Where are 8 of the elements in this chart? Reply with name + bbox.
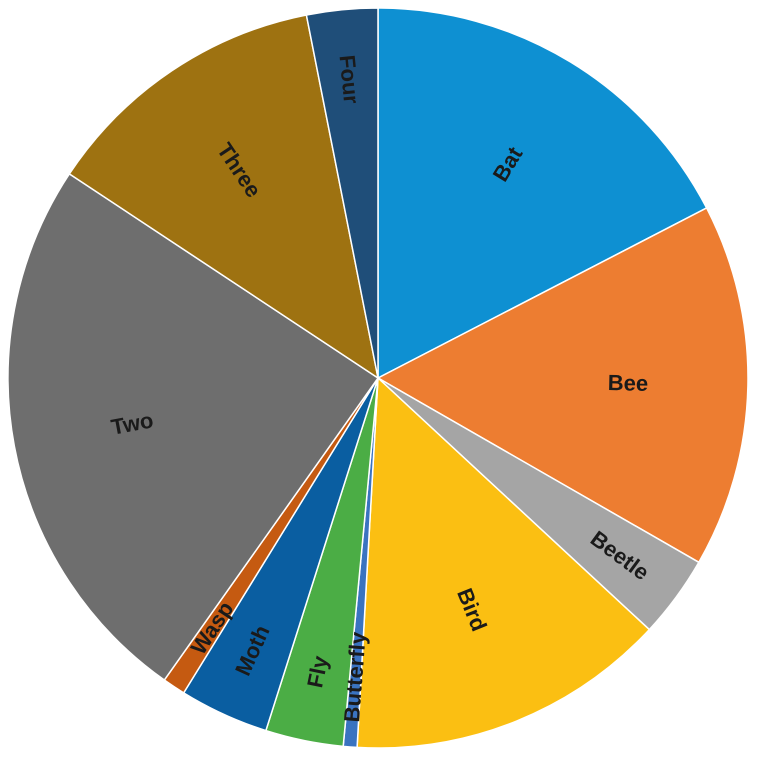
slice-label: Four <box>334 54 364 106</box>
slice-label: Two <box>109 407 156 440</box>
slice-label: Bat <box>488 142 528 186</box>
slice-label: Fly <box>302 653 334 690</box>
slice-label: Bird <box>452 584 492 635</box>
slice-label: Butterfly <box>339 630 371 724</box>
slice-label: Bee <box>608 370 648 396</box>
slice-label: Moth <box>230 621 275 680</box>
